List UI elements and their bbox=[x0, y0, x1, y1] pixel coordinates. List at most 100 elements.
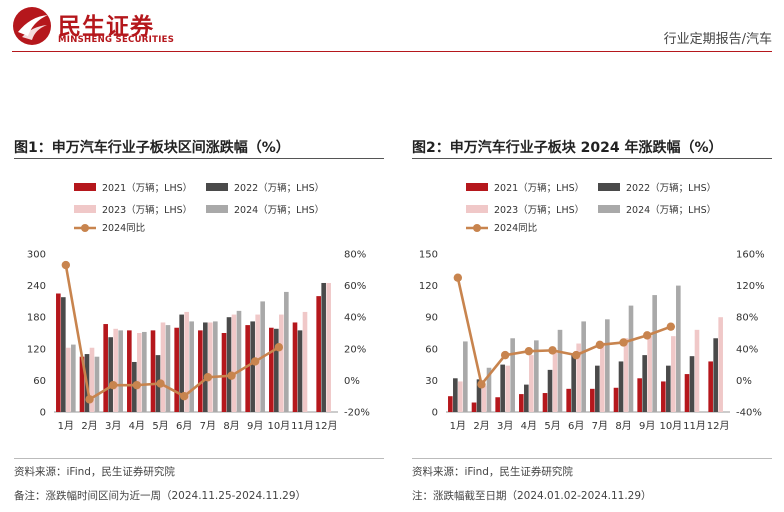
bar-2-1 bbox=[453, 378, 458, 412]
bar-2-3 bbox=[108, 337, 113, 412]
bar-1-1 bbox=[448, 396, 453, 412]
bar-3-1 bbox=[66, 347, 71, 412]
chart-1: 2021（万辆；LHS） 2022（万辆；LHS） 2023（万辆；LHS） 2024… bbox=[27, 182, 370, 432]
bar-3-2 bbox=[89, 347, 95, 412]
x-tick-label: 9月 bbox=[639, 420, 655, 432]
x-tick-label: 8月 bbox=[223, 420, 239, 432]
bar-3-9 bbox=[647, 336, 652, 412]
bar-1-5 bbox=[150, 330, 156, 412]
yoy-line bbox=[64, 264, 280, 401]
bar-1-10 bbox=[661, 381, 666, 412]
bar-4-1 bbox=[463, 341, 468, 412]
bar-3-5 bbox=[552, 351, 558, 412]
bar-3-2 bbox=[481, 385, 487, 412]
legend-label: 2022（万辆；LHS） bbox=[234, 182, 324, 194]
x-tick-label: 12月 bbox=[707, 420, 730, 432]
yoy-point-4 bbox=[524, 346, 534, 356]
bar-3-1 bbox=[458, 381, 463, 412]
yoy-point-8 bbox=[227, 371, 236, 380]
yoy-point-3 bbox=[500, 350, 510, 360]
legend-label: 2024同比 bbox=[494, 222, 537, 234]
y-tick-right: 0% bbox=[736, 376, 752, 387]
bar-1-8 bbox=[613, 387, 619, 412]
yoy-point-4 bbox=[132, 380, 142, 390]
bar-2-4 bbox=[524, 384, 529, 412]
yoy-line bbox=[456, 277, 672, 386]
bar-1-11 bbox=[292, 322, 298, 412]
figure-1-note: 备注：涨跌幅时间区间为近一周（2024.11.25-2024.11.29） bbox=[14, 490, 307, 502]
x-tick-label: 11月 bbox=[683, 420, 706, 432]
x-tick-label: 10月 bbox=[267, 420, 290, 432]
x-tick-label: 8月 bbox=[615, 420, 631, 432]
bar-4-3 bbox=[118, 330, 123, 412]
bar-3-7 bbox=[600, 342, 605, 412]
bar-3-4 bbox=[137, 333, 142, 412]
y-tick-left: 120 bbox=[27, 344, 46, 355]
yoy-point-5 bbox=[156, 379, 165, 388]
bar-2-7 bbox=[595, 365, 600, 412]
bar-3-4 bbox=[529, 355, 534, 412]
bar-3-10 bbox=[279, 314, 284, 412]
y-tick-right: 80% bbox=[736, 313, 758, 324]
yoy-point-1 bbox=[61, 260, 71, 270]
legend-label: 2022（万辆；LHS） bbox=[626, 182, 716, 194]
bar-2-8 bbox=[618, 361, 624, 412]
bar-4-6 bbox=[581, 321, 586, 412]
bar-4-3 bbox=[510, 338, 515, 412]
bar-3-3 bbox=[113, 328, 118, 412]
legend-swatch-3 bbox=[74, 205, 96, 213]
figure-2-footer-rule bbox=[412, 458, 772, 459]
legend-label: 2023（万辆；LHS） bbox=[102, 204, 192, 216]
bar-4-2 bbox=[486, 367, 492, 412]
bar-4-5 bbox=[557, 329, 563, 412]
bar-1-9 bbox=[637, 378, 642, 412]
bar-1-1 bbox=[56, 293, 61, 412]
bar-4-1 bbox=[71, 344, 76, 412]
bar-2-9 bbox=[250, 321, 255, 412]
legend-swatch-2 bbox=[598, 183, 620, 191]
x-tick-label: 4月 bbox=[129, 420, 145, 432]
bar-1-5 bbox=[542, 393, 548, 412]
y-tick-left: 90 bbox=[425, 313, 438, 324]
y-tick-left: 240 bbox=[27, 281, 46, 292]
legend-label: 2021（万辆；LHS） bbox=[494, 182, 584, 194]
bar-3-7 bbox=[208, 322, 213, 412]
bar-1-2 bbox=[79, 356, 85, 412]
x-tick-label: 2月 bbox=[81, 420, 97, 432]
yoy-point-10 bbox=[274, 343, 284, 352]
x-tick-label: 10月 bbox=[659, 420, 682, 432]
bar-1-9 bbox=[245, 325, 250, 412]
y-tick-right: 60% bbox=[344, 281, 366, 292]
bar-4-8 bbox=[628, 305, 634, 412]
bar-2-6 bbox=[571, 355, 576, 412]
bar-4-8 bbox=[236, 310, 242, 412]
x-tick-label: 1月 bbox=[58, 420, 74, 432]
bar-4-5 bbox=[165, 325, 171, 412]
legend-swatch-1 bbox=[74, 183, 96, 191]
y-tick-right: 0% bbox=[344, 376, 360, 387]
bar-3-8 bbox=[231, 314, 237, 412]
yoy-point-5 bbox=[548, 346, 557, 355]
y-tick-left: 0 bbox=[432, 408, 438, 419]
yoy-point-9 bbox=[642, 331, 652, 340]
y-tick-left: 180 bbox=[27, 313, 46, 324]
bar-4-9 bbox=[652, 295, 657, 412]
x-tick-label: 2月 bbox=[473, 420, 489, 432]
y-tick-right: 80% bbox=[344, 250, 366, 261]
y-tick-right: -40% bbox=[736, 408, 762, 419]
figure-2-source: 资料来源：iFind，民生证券研究院 bbox=[412, 466, 573, 478]
bar-3-12 bbox=[326, 282, 331, 412]
bar-1-6 bbox=[174, 327, 179, 412]
bar-1-6 bbox=[566, 388, 571, 412]
bar-3-3 bbox=[505, 365, 510, 412]
x-tick-label: 5月 bbox=[152, 420, 168, 432]
figure-1-title: 图1：申万汽车行业子板块区间涨跌幅（%） bbox=[14, 140, 290, 156]
bar-1-4 bbox=[519, 394, 524, 412]
bar-3-6 bbox=[184, 311, 189, 412]
bar-2-12 bbox=[321, 282, 326, 412]
legend-line-marker bbox=[81, 224, 89, 232]
x-tick-label: 6月 bbox=[568, 420, 584, 432]
bar-1-2 bbox=[471, 402, 477, 412]
figure-2-note: 注：涨跌幅截至日期（2024.01.02-2024.11.29） bbox=[412, 490, 652, 502]
legend-label: 2024（万辆；LHS） bbox=[234, 204, 324, 216]
